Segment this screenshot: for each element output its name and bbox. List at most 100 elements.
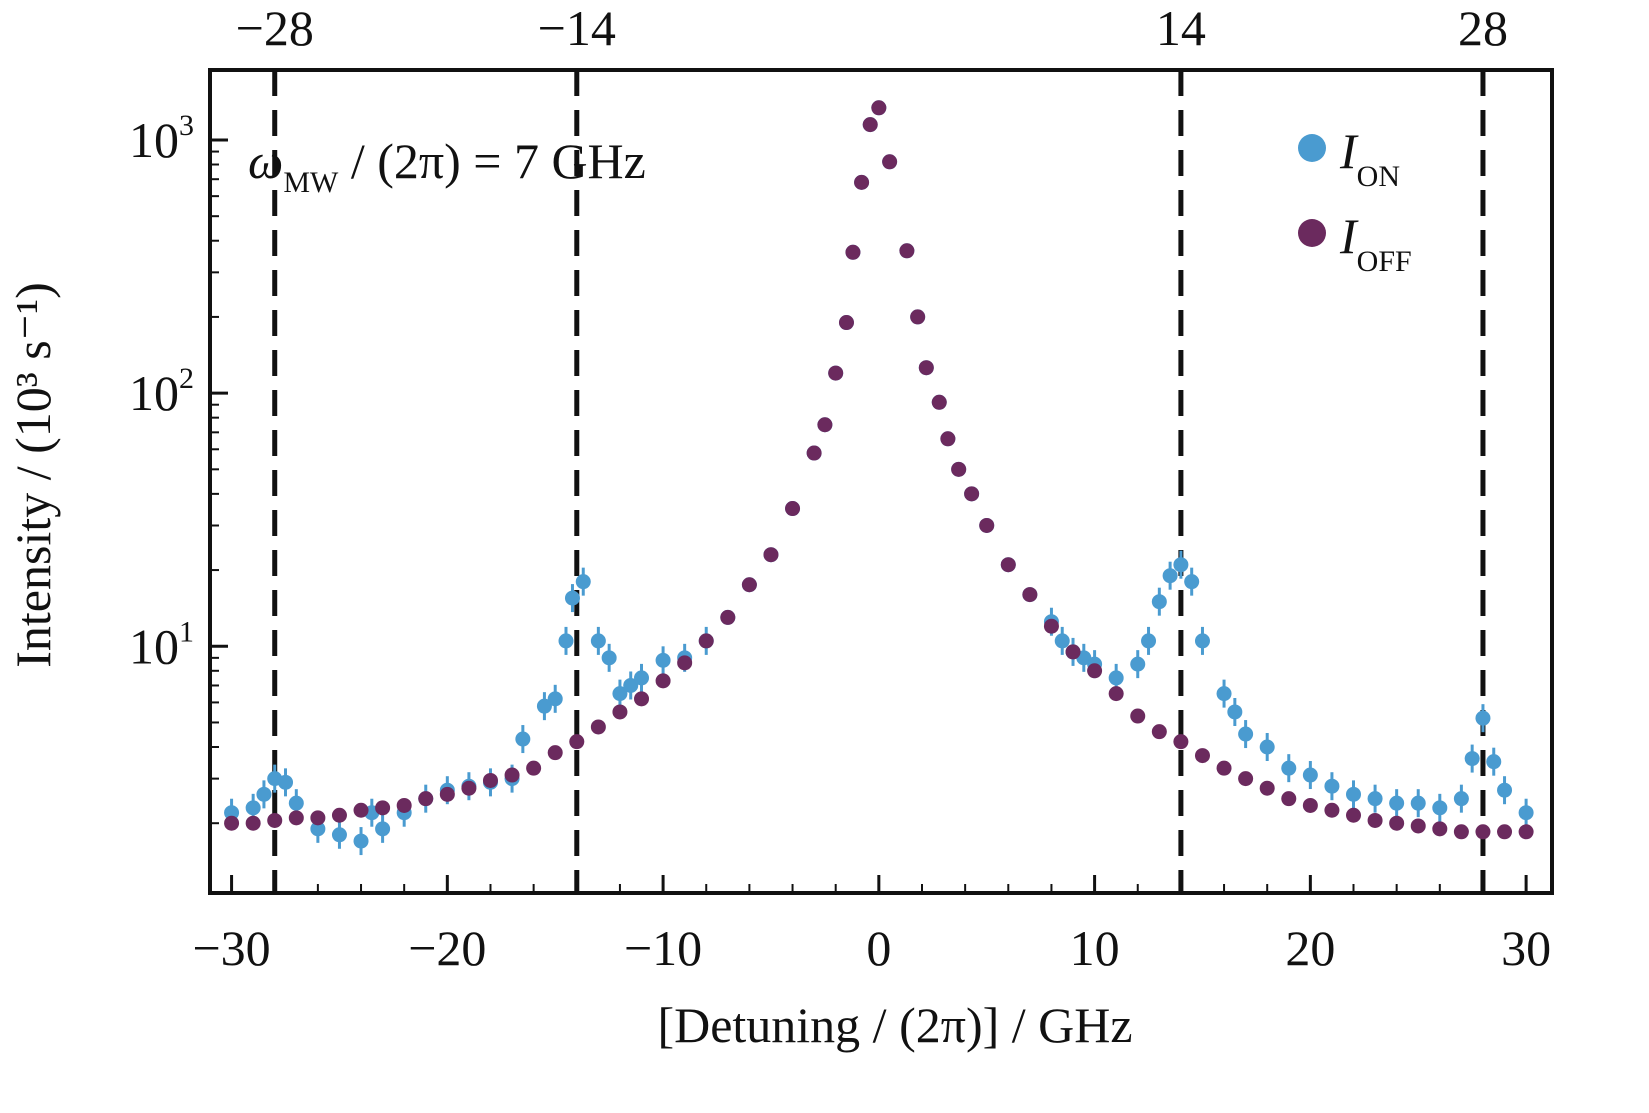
data-point-on bbox=[1259, 739, 1275, 755]
data-point-off bbox=[1453, 824, 1469, 840]
data-point-off bbox=[1000, 557, 1016, 573]
data-point-off bbox=[918, 360, 934, 376]
data-point-on bbox=[515, 731, 531, 747]
data-point-off bbox=[590, 719, 606, 735]
x-tick-label: 30 bbox=[1501, 920, 1551, 976]
data-point-on bbox=[224, 805, 240, 821]
data-point-on bbox=[601, 650, 617, 666]
legend: ION IOFF bbox=[1298, 123, 1412, 278]
data-point-on bbox=[1141, 633, 1157, 649]
data-point-off bbox=[1216, 760, 1232, 776]
data-point-on bbox=[1497, 782, 1513, 798]
x-tick-label: 0 bbox=[866, 920, 891, 976]
data-point-off bbox=[1497, 824, 1513, 840]
data-point-on bbox=[1130, 656, 1146, 672]
data-point-on bbox=[278, 774, 294, 790]
data-point-on bbox=[547, 691, 563, 707]
data-point-on bbox=[1184, 574, 1200, 590]
data-point-off bbox=[1151, 724, 1167, 740]
data-point-off bbox=[1324, 802, 1340, 818]
data-point-off bbox=[785, 501, 801, 517]
data-point-off bbox=[439, 786, 455, 802]
data-point-on bbox=[1410, 795, 1426, 811]
data-point-off bbox=[1302, 797, 1318, 813]
data-point-on bbox=[331, 827, 347, 843]
data-point-off bbox=[951, 461, 967, 477]
data-point-off bbox=[845, 244, 861, 260]
data-point-off bbox=[979, 517, 995, 533]
data-point-off bbox=[655, 673, 671, 689]
data-point-off bbox=[817, 417, 833, 433]
top-tick-label: −28 bbox=[236, 0, 314, 56]
ticks bbox=[210, 70, 1528, 893]
data-points bbox=[224, 100, 1534, 856]
data-point-on bbox=[1453, 791, 1469, 807]
data-point-on bbox=[1464, 751, 1480, 767]
x-axis-title: [Detuning / (2π)] / GHz bbox=[657, 997, 1132, 1053]
data-point-off bbox=[1194, 748, 1210, 764]
data-point-off bbox=[763, 547, 779, 563]
data-point-off bbox=[1518, 824, 1534, 840]
data-point-on bbox=[1173, 557, 1189, 573]
data-point-off bbox=[1281, 791, 1297, 807]
x-tick-label: −30 bbox=[192, 920, 270, 976]
y-tick-label: 101 bbox=[129, 615, 194, 674]
data-point-on bbox=[256, 786, 272, 802]
data-point-on bbox=[353, 833, 369, 849]
data-point-off bbox=[310, 810, 326, 826]
top-tick-label: 28 bbox=[1458, 0, 1508, 56]
data-point-on bbox=[575, 574, 591, 590]
top-tick-label: −14 bbox=[538, 0, 616, 56]
data-point-on bbox=[590, 633, 606, 649]
data-point-on bbox=[1281, 760, 1297, 776]
data-point-off bbox=[854, 174, 870, 190]
data-point-on bbox=[1346, 786, 1362, 802]
data-point-on bbox=[375, 821, 391, 837]
data-point-off bbox=[1410, 818, 1426, 834]
data-point-off bbox=[1389, 815, 1405, 831]
annotation: ωMW / (2π) = 7 GHz bbox=[248, 133, 646, 199]
data-point-on bbox=[1054, 633, 1070, 649]
data-point-on bbox=[655, 652, 671, 668]
data-point-off bbox=[1259, 780, 1275, 796]
data-point-off bbox=[1367, 812, 1383, 828]
data-point-off bbox=[964, 486, 980, 502]
data-point-off bbox=[741, 577, 757, 593]
data-point-off bbox=[899, 243, 915, 259]
data-point-on bbox=[1302, 767, 1318, 783]
data-point-off bbox=[1065, 644, 1081, 660]
data-point-off bbox=[526, 760, 542, 776]
y-tick-label: 103 bbox=[129, 109, 194, 168]
data-point-off bbox=[547, 745, 563, 761]
x-tick-label: 10 bbox=[1070, 920, 1120, 976]
data-point-on bbox=[564, 590, 580, 606]
data-point-off bbox=[1173, 734, 1189, 750]
data-point-off bbox=[931, 394, 947, 410]
data-point-off bbox=[871, 100, 887, 116]
data-point-off bbox=[396, 797, 412, 813]
data-point-off bbox=[375, 800, 391, 816]
data-point-off bbox=[838, 315, 854, 331]
data-point-off bbox=[720, 609, 736, 625]
data-point-off bbox=[267, 812, 283, 828]
y-tick-label: 102 bbox=[129, 362, 194, 421]
data-point-off bbox=[1432, 821, 1448, 837]
data-point-off bbox=[569, 734, 585, 750]
legend-label-off: IOFF bbox=[1339, 208, 1412, 278]
data-point-off bbox=[806, 445, 822, 461]
data-point-off bbox=[418, 791, 434, 807]
data-point-off bbox=[1022, 587, 1038, 603]
x-tick-label: −10 bbox=[624, 920, 702, 976]
data-point-off bbox=[698, 633, 714, 649]
data-point-off bbox=[1108, 686, 1124, 702]
data-point-on bbox=[1227, 704, 1243, 720]
legend-marker-on bbox=[1298, 134, 1326, 162]
legend-marker-off bbox=[1298, 219, 1326, 247]
data-point-on bbox=[623, 677, 639, 693]
data-point-off bbox=[1087, 663, 1103, 679]
data-point-off bbox=[828, 365, 844, 381]
data-point-off bbox=[331, 807, 347, 823]
data-point-on bbox=[310, 821, 326, 837]
data-point-off bbox=[1043, 618, 1059, 634]
